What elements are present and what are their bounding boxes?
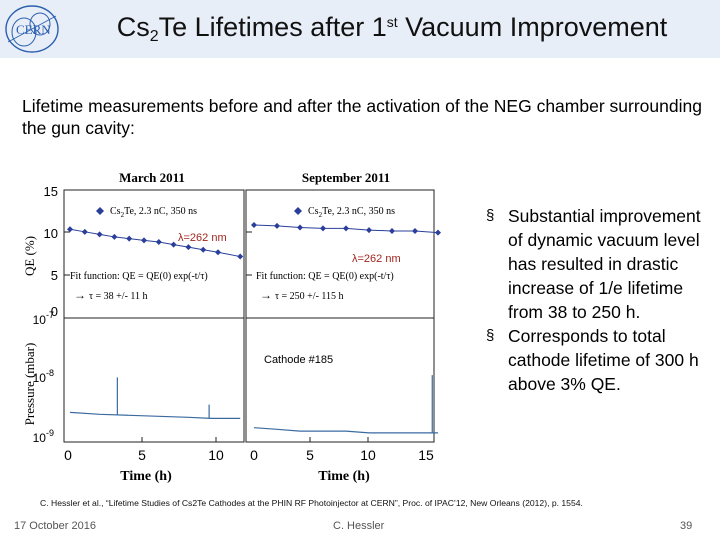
fit-function-right: Fit function: QE = QE(0) exp(-t/τ) (256, 271, 394, 282)
footer-date: 17 October 2016 (14, 520, 96, 532)
bullet-item: § Corresponds to total cathode lifetime o… (486, 326, 699, 394)
footer-page-number: 39 (680, 520, 693, 532)
panel-title-september: September 2011 (302, 170, 390, 185)
x-tick-right-0: 0 (250, 447, 258, 463)
tau-left: → τ = 38 +/- 11 h (74, 288, 148, 302)
citation: C. Hessler et al., “Lifetime Studies of … (40, 498, 583, 508)
qe-point (251, 221, 257, 228)
qe-point (67, 226, 73, 233)
panel-pressure-march (63, 317, 245, 443)
legend-label-right: Cs2Te, 2.3 nC, 350 ns (308, 206, 395, 219)
qe-tick-15: 15 (44, 184, 58, 199)
x-tick-right-5: 5 (306, 447, 314, 463)
panel-pressure-september (245, 317, 435, 443)
cern-logo-text: CERN (16, 22, 51, 37)
x-axis-label-right: Time (h) (318, 469, 370, 484)
pressure-series-september (253, 375, 438, 434)
qe-series-september (251, 221, 441, 236)
bullet-item: § Substantial improvement of dynamic vacu… (486, 206, 701, 322)
qe-fit-line (253, 224, 439, 234)
intro-text: Lifetime measurements before and after t… (22, 96, 702, 138)
cern-logo-icon: CERN (5, 5, 59, 53)
slide-header: CERN Cs2Te Lifetimes after 1st Vacuum Im… (0, 0, 720, 58)
y-axis-label-pressure: Pressure (mbar) (22, 343, 37, 426)
x-axis-label-left: Time (h) (120, 469, 172, 484)
bullet-mark: § (486, 327, 495, 344)
qe-tick-0: 0 (51, 304, 58, 319)
x-tick-left-10: 10 (208, 447, 224, 463)
x-tick-left-0: 0 (64, 447, 72, 463)
x-tick-right-15: 15 (418, 447, 434, 463)
legend-label-left: Cs2Te, 2.3 nC, 350 ns (110, 206, 197, 219)
lambda-label-right: λ=262 nm (352, 253, 401, 265)
lifetime-figure: March 2011 September 2011 QE (%) Pressur… (22, 170, 441, 484)
pressure-series-march (69, 377, 241, 419)
x-tick-left-5: 5 (138, 447, 146, 463)
panel-title-march: March 2011 (119, 170, 185, 185)
bullet-mark: § (486, 207, 495, 224)
qe-fit-line (69, 228, 241, 258)
tau-right: → τ = 250 +/- 115 h (260, 288, 344, 302)
pressure-tick-1e-8: 10-8 (33, 368, 54, 385)
x-tick-right-10: 10 (360, 447, 376, 463)
qe-tick-10: 10 (44, 226, 58, 241)
qe-tick-5: 5 (51, 268, 58, 283)
qe-series-march (67, 226, 244, 260)
footer-author: C. Hessler (333, 520, 385, 532)
y-axis-label-qe: QE (%) (22, 236, 37, 276)
lambda-label-left: λ=262 nm (178, 232, 227, 244)
bullet-list: § Substantial improvement of dynamic vacu… (486, 204, 714, 396)
slide-title: Cs2Te Lifetimes after 1st Vacuum Improve… (116, 12, 668, 45)
legend-marker-left (96, 207, 104, 215)
fit-function-left: Fit function: QE = QE(0) exp(-t/τ) (70, 271, 208, 282)
pressure-tick-1e-9: 10-9 (33, 428, 54, 445)
cathode-label: Cathode #185 (264, 354, 333, 366)
legend-marker-right (294, 207, 302, 215)
pressure-tick-1e-7: 10-7 (33, 310, 54, 327)
